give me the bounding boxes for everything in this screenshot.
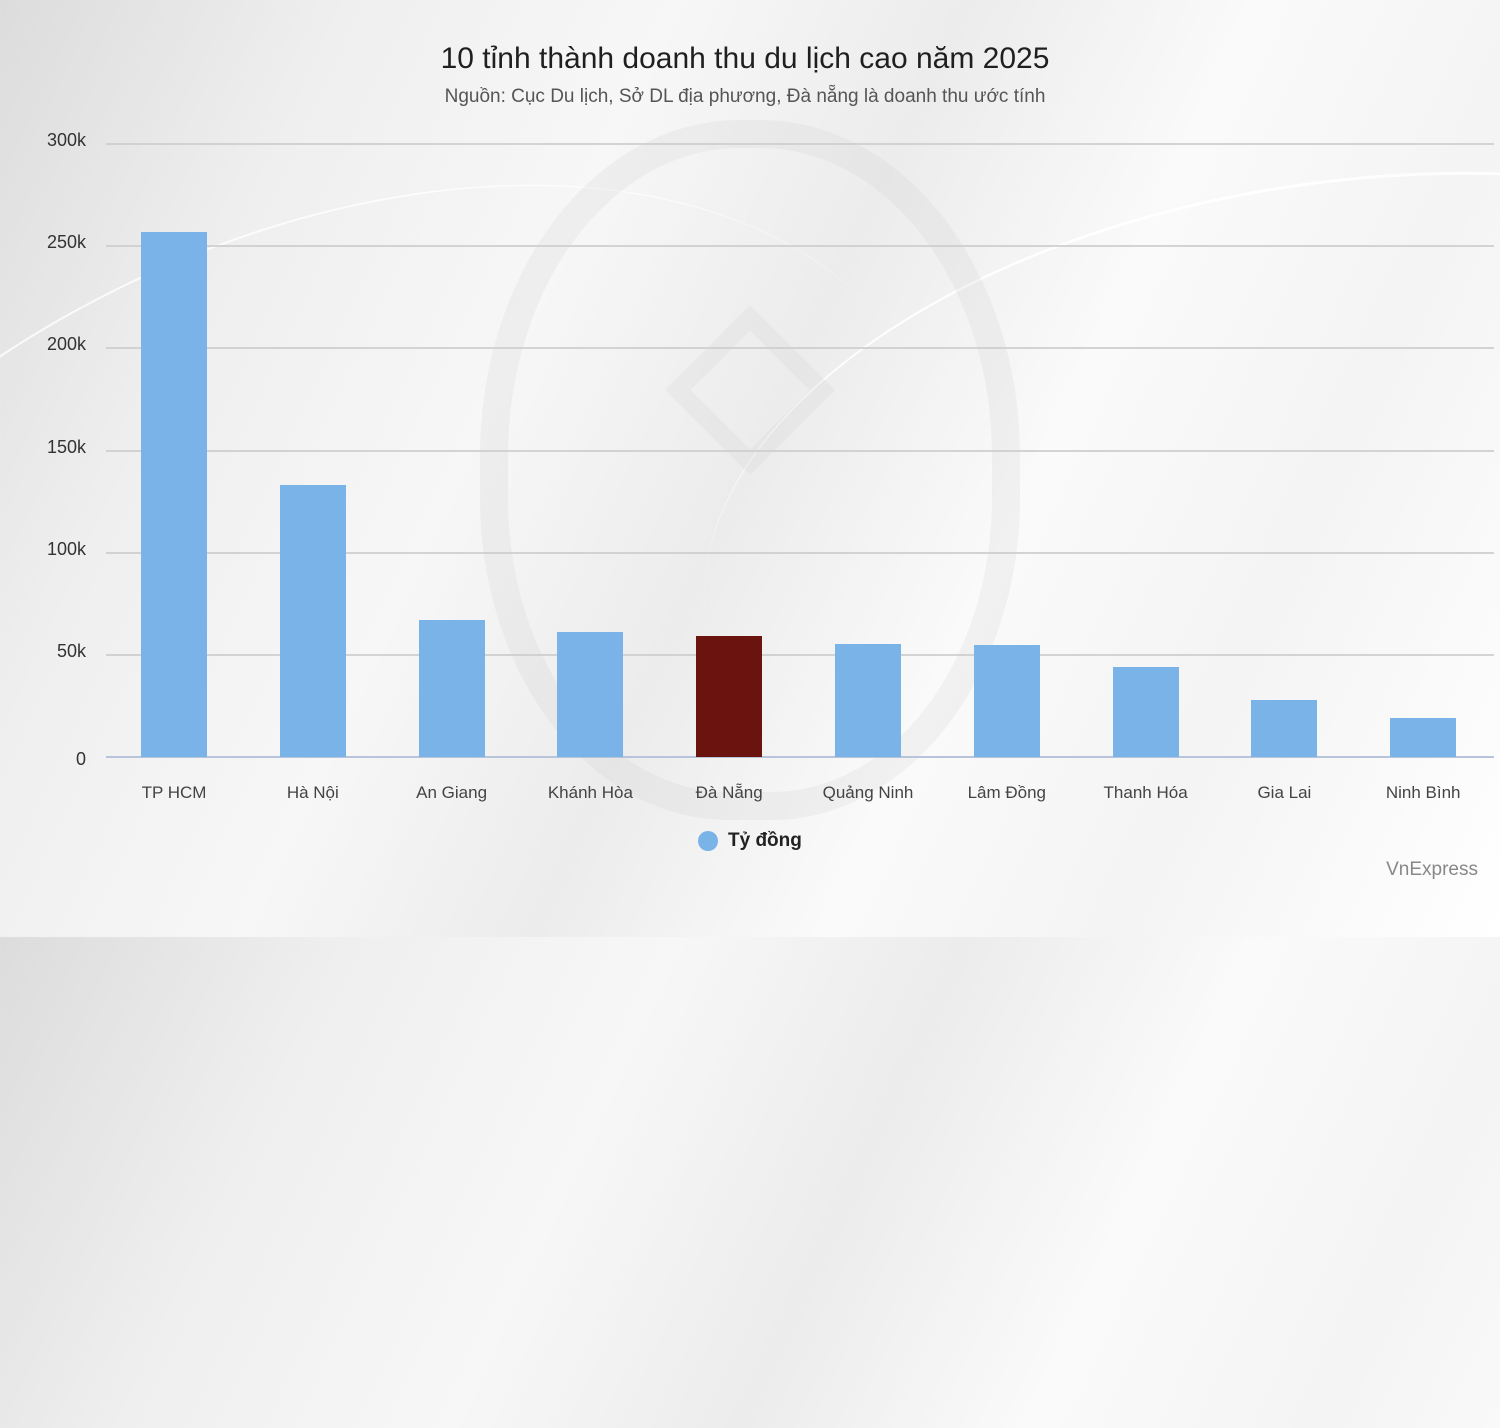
gridline <box>106 653 1494 656</box>
y-tick-label: 250k <box>46 232 86 253</box>
x-tick-label: An Giang <box>416 783 488 802</box>
x-tick-label: Lâm Đồng <box>967 783 1047 802</box>
bar-4[interactable] <box>696 636 763 757</box>
chart-subtitle: Nguồn: Cục Du lịch, Sở DL địa phương, Đà… <box>444 86 1046 107</box>
x-tick-label: Quảng Ninh <box>822 783 914 802</box>
x-tick-label: Gia Lai <box>1257 783 1312 802</box>
x-tick-label: Đà Nẵng <box>695 783 763 802</box>
y-tick-label: 300k <box>46 130 86 150</box>
chart-title: 10 tỉnh thành doanh thu du lịch cao năm … <box>440 42 1050 75</box>
legend-marker-icon <box>698 831 718 851</box>
x-tick-label: Hà Nội <box>286 783 339 802</box>
bar-3[interactable] <box>557 632 624 757</box>
y-tick-label: 100k <box>46 538 86 559</box>
y-tick-label: 200k <box>46 334 86 355</box>
y-tick-label: 0 <box>75 749 86 769</box>
y-tick-label: 150k <box>46 436 86 457</box>
bar-5[interactable] <box>835 643 901 757</box>
legend[interactable]: Tỷ đồng <box>698 830 802 852</box>
x-tick-label: Khánh Hòa <box>547 783 633 802</box>
gridline <box>106 551 1494 554</box>
gridline <box>106 143 1494 145</box>
bar-0[interactable] <box>141 231 207 757</box>
x-tick-label: TP HCM <box>141 783 207 802</box>
bar-7[interactable] <box>1112 667 1179 757</box>
bar-8[interactable] <box>1251 699 1318 757</box>
x-tick-label: Thanh Hóa <box>1103 783 1188 802</box>
source-credit: VnExpress <box>1386 859 1478 880</box>
legend-label: Tỷ đồng <box>728 830 802 851</box>
y-tick-label: 50k <box>56 640 86 661</box>
gridline <box>106 245 1494 248</box>
gridline <box>106 449 1494 452</box>
bar-2[interactable] <box>418 620 485 757</box>
plot-area: TP HCM Hà Nội An Giang Khánh Hòa Đà Nẵng Quản… <box>106 0 1494 937</box>
gridline <box>106 347 1494 350</box>
bar-1[interactable] <box>279 485 346 757</box>
x-axis-line <box>106 756 1494 758</box>
x-tick-label: Ninh Bình <box>1385 783 1461 802</box>
bar-6[interactable] <box>973 644 1040 757</box>
bar-9[interactable] <box>1390 718 1457 757</box>
